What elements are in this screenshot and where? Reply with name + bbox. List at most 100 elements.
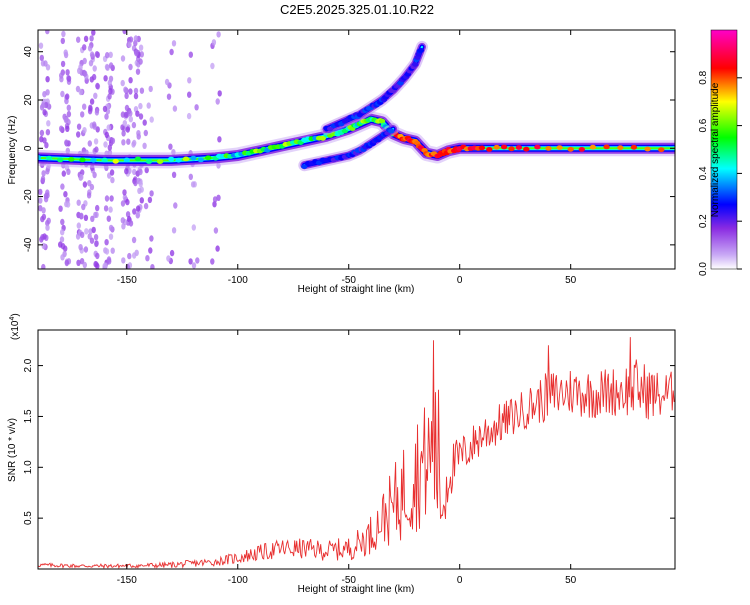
ridge-blob — [603, 144, 610, 150]
noise-speck — [59, 76, 64, 83]
ridge-lower-branch — [298, 123, 400, 172]
noise-speck — [124, 168, 129, 175]
snr-y-axis-label: SNR (10 * v/v) — [7, 418, 18, 482]
noise-speck — [216, 194, 221, 201]
ridge-blob — [319, 135, 326, 141]
noise-speck — [80, 231, 85, 238]
noise-speck — [136, 130, 141, 137]
spectrogram-frame — [37, 29, 676, 270]
noise-speck — [60, 254, 65, 261]
noise-speck — [95, 82, 100, 90]
noise-speck — [108, 51, 113, 58]
spectrogram-x-axis-label: Height of straight line (km) — [298, 284, 415, 295]
noise-speck — [60, 37, 65, 45]
noise-speck — [89, 35, 94, 42]
noise-speck — [104, 195, 110, 202]
noise-speck — [94, 146, 99, 153]
snr-y-tick-label: 1.0 — [23, 460, 34, 474]
noise-speck — [82, 103, 87, 110]
ridge-blob — [567, 146, 574, 152]
noise-speck — [63, 49, 68, 56]
noise-speck — [109, 169, 115, 176]
noise-speck — [79, 212, 84, 219]
noise-speck — [110, 137, 116, 144]
ridge-blob — [388, 128, 395, 134]
noise-speck — [39, 236, 44, 243]
noise-speck — [147, 196, 153, 204]
ridge-blob — [168, 156, 175, 162]
ridge-blob — [500, 144, 508, 150]
noise-speck — [104, 239, 109, 246]
noise-speck — [138, 168, 143, 176]
noise-speck — [164, 78, 170, 86]
ridge-blob — [523, 146, 530, 152]
ridge-blob — [79, 157, 86, 163]
spectrogram-y-tick-label: 20 — [23, 94, 34, 106]
ridge-blob — [486, 147, 493, 152]
ridge-blob — [112, 158, 119, 164]
spectrogram-content — [38, 30, 675, 269]
noise-speck — [63, 116, 69, 124]
noise-speck — [105, 64, 110, 71]
noise-speck — [120, 79, 125, 87]
ridge-blob — [534, 144, 541, 150]
noise-speck — [139, 87, 145, 94]
noise-speck — [108, 87, 113, 95]
ridge-blob — [90, 157, 97, 163]
noise-speck — [195, 257, 200, 264]
snr-x-tick-label: -50 — [342, 575, 357, 586]
noise-speck — [104, 248, 110, 255]
noise-speck — [217, 136, 222, 143]
spectrogram-y-tick-label: 40 — [23, 46, 34, 58]
noise-speck — [103, 205, 109, 212]
noise-speck — [92, 65, 97, 72]
spectrogram-y-axis-label: Frequency (Hz) — [7, 116, 18, 185]
noise-speck — [88, 60, 94, 67]
noise-speck — [132, 139, 137, 147]
noise-speck — [149, 116, 154, 123]
noise-speck — [79, 258, 85, 265]
snr-ticks: -150 -100 -50 0 50 0.5 1.0 1.5 2.0 — [23, 330, 675, 586]
noise-speck — [60, 60, 66, 68]
noise-speck — [87, 140, 93, 147]
noise-speck — [123, 111, 129, 119]
noise-speck — [102, 262, 107, 269]
snr-x-tick-label: 50 — [565, 575, 577, 586]
noise-speck — [216, 31, 221, 38]
noise-speck — [87, 233, 92, 240]
noise-speck — [89, 98, 95, 105]
noise-speck — [62, 245, 68, 252]
noise-speck — [82, 127, 87, 134]
noise-speck — [41, 170, 46, 177]
ridge-blob — [589, 144, 597, 150]
noise-speck — [88, 104, 93, 112]
noise-speck — [128, 116, 133, 123]
colorbar-tick-label: 0.4 — [698, 166, 709, 180]
noise-speck — [45, 224, 50, 231]
noise-speck — [86, 192, 92, 199]
noise-speck — [120, 200, 126, 207]
noise-speck — [39, 136, 44, 143]
ridge-blob — [101, 157, 108, 163]
noise-speck — [41, 242, 46, 250]
noise-speck — [120, 55, 126, 62]
ridge-blob — [175, 157, 182, 163]
noise-speck — [40, 175, 46, 183]
noise-speck — [146, 102, 151, 109]
noise-speck — [38, 188, 43, 196]
noise-speck — [133, 35, 139, 42]
noise-speck — [58, 241, 63, 248]
spectrogram-x-tick-label: 50 — [565, 275, 577, 286]
noise-speck — [60, 90, 65, 98]
noise-speck — [91, 30, 96, 36]
noise-speck — [66, 104, 72, 112]
spectrogram-x-tick-label: -50 — [342, 275, 357, 286]
ridge-blob — [545, 146, 552, 151]
noise-speck — [41, 213, 47, 221]
snr-x-tick-label: -150 — [117, 575, 137, 586]
ridge-blob — [617, 145, 624, 151]
noise-speck — [145, 255, 150, 262]
noise-speck — [128, 220, 134, 227]
noise-speck — [89, 51, 95, 58]
spectrogram-ticks: -150 -100 -50 0 50 -40 -20 0 20 40 — [23, 30, 675, 286]
